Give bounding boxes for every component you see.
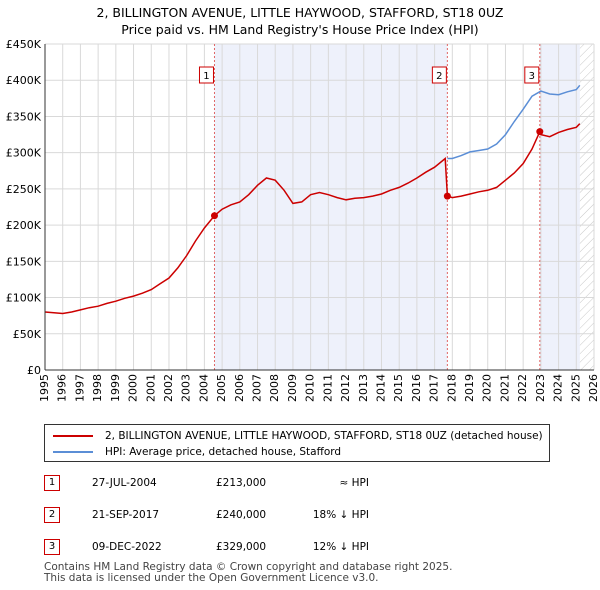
x-tick-label: 2011 bbox=[321, 374, 334, 402]
transaction-hpi: ≈ HPI bbox=[339, 477, 369, 489]
x-tick-label: 2014 bbox=[374, 374, 387, 402]
y-tick-label: £0 bbox=[27, 364, 41, 377]
legend: 2, BILLINGTON AVENUE, LITTLE HAYWOOD, ST… bbox=[44, 424, 550, 462]
y-tick-label: £400K bbox=[6, 74, 42, 87]
x-tick-label: 2008 bbox=[268, 374, 281, 402]
x-tick-label: 2026 bbox=[587, 374, 600, 402]
y-tick-label: £200K bbox=[6, 219, 42, 232]
x-tick-label: 2007 bbox=[251, 374, 264, 402]
x-tick-label: 2019 bbox=[463, 374, 476, 402]
transaction-point bbox=[210, 212, 218, 220]
x-tick-label: 2025 bbox=[569, 374, 582, 402]
x-tick-label: 1996 bbox=[56, 374, 69, 402]
y-tick-label: £350K bbox=[6, 110, 42, 123]
transaction-marker-box bbox=[431, 66, 447, 84]
x-tick-label: 2020 bbox=[481, 374, 494, 402]
shade-period-3 bbox=[539, 44, 580, 370]
transaction-date: 21-SEP-2017 bbox=[92, 509, 160, 521]
footer-line-2: This data is licensed under the Open Gov… bbox=[44, 572, 379, 584]
footer-line-1: Contains HM Land Registry data © Crown c… bbox=[44, 561, 453, 573]
x-tick-label: 2000 bbox=[127, 374, 140, 402]
x-tick-label: 2006 bbox=[233, 374, 246, 402]
x-tick-label: 2021 bbox=[498, 374, 511, 402]
x-tick-label: 2023 bbox=[534, 374, 547, 402]
x-tick-label: 2017 bbox=[428, 374, 441, 402]
transaction-row: 2 21-SEP-2017 £240,000 18% ↓ HPI bbox=[44, 507, 564, 524]
legend-item-hpi: HPI: Average price, detached house, Staf… bbox=[53, 444, 341, 460]
legend-label-property: 2, BILLINGTON AVENUE, LITTLE HAYWOOD, ST… bbox=[105, 430, 543, 442]
legend-item-property: 2, BILLINGTON AVENUE, LITTLE HAYWOOD, ST… bbox=[53, 428, 543, 444]
x-tick-label: 2024 bbox=[552, 374, 565, 402]
transaction-marker-box bbox=[198, 66, 214, 84]
transaction-marker-label: 2 bbox=[436, 71, 442, 82]
transaction-row: 1 27-JUL-2004 £213,000 ≈ HPI bbox=[44, 475, 564, 492]
shade-period-1 bbox=[214, 44, 448, 370]
footer-attribution: Contains HM Land Registry data © Crown c… bbox=[44, 562, 452, 584]
x-tick-label: 2003 bbox=[180, 374, 193, 402]
transaction-price: £213,000 bbox=[216, 477, 267, 489]
legend-swatch-hpi bbox=[53, 451, 93, 453]
transaction-marker-label: 1 bbox=[203, 71, 209, 82]
x-tick-label: 2016 bbox=[410, 374, 423, 402]
x-tick-label: 2012 bbox=[339, 374, 352, 402]
transaction-point bbox=[536, 128, 544, 136]
x-tick-label: 1999 bbox=[109, 374, 122, 402]
x-tick-label: 1997 bbox=[73, 374, 86, 402]
transaction-badge: 3 bbox=[44, 539, 60, 555]
chart-subtitle: Price paid vs. HM Land Registry's House … bbox=[121, 22, 479, 37]
x-tick-label: 2013 bbox=[357, 374, 370, 402]
series-line-property bbox=[44, 123, 581, 315]
y-tick-label: £300K bbox=[6, 147, 42, 160]
legend-swatch-property bbox=[53, 435, 93, 437]
x-tick-label: 2004 bbox=[197, 374, 210, 402]
transaction-badge: 2 bbox=[44, 507, 60, 523]
x-tick-label: 2018 bbox=[445, 374, 458, 402]
transaction-hpi: 12% ↓ HPI bbox=[312, 541, 369, 553]
transaction-price: £240,000 bbox=[216, 509, 267, 521]
legend-label-hpi: HPI: Average price, detached house, Staf… bbox=[105, 446, 342, 458]
series-line-hpi bbox=[447, 84, 581, 160]
transaction-point bbox=[443, 192, 451, 200]
transaction-price: £329,000 bbox=[216, 541, 267, 553]
y-tick-label: £250K bbox=[6, 183, 42, 196]
y-tick-label: £150K bbox=[6, 255, 42, 268]
y-tick-label: £100K bbox=[6, 292, 42, 305]
x-tick-label: 2010 bbox=[304, 374, 317, 402]
x-tick-label: 2005 bbox=[215, 374, 228, 402]
transaction-date: 09-DEC-2022 bbox=[92, 541, 162, 553]
y-tick-label: £50K bbox=[13, 328, 42, 341]
chart-title: 2, BILLINGTON AVENUE, LITTLE HAYWOOD, ST… bbox=[96, 5, 504, 20]
x-tick-label: 2009 bbox=[286, 374, 299, 402]
forecast-hatch bbox=[579, 44, 594, 370]
transaction-marker-box bbox=[524, 66, 540, 84]
chart-title-block: 2, BILLINGTON AVENUE, LITTLE HAYWOOD, ST… bbox=[0, 4, 600, 38]
transaction-badge: 1 bbox=[44, 475, 60, 491]
y-tick-label: £450K bbox=[6, 38, 42, 51]
transaction-row: 3 09-DEC-2022 £329,000 12% ↓ HPI bbox=[44, 539, 564, 556]
x-tick-label: 2022 bbox=[516, 374, 529, 402]
x-tick-label: 2001 bbox=[144, 374, 157, 402]
transaction-date: 27-JUL-2004 bbox=[92, 477, 157, 489]
x-tick-label: 1995 bbox=[38, 374, 51, 402]
x-tick-label: 2015 bbox=[392, 374, 405, 402]
transaction-hpi: 18% ↓ HPI bbox=[312, 509, 369, 521]
transaction-marker-label: 3 bbox=[529, 71, 535, 82]
x-tick-label: 2002 bbox=[162, 374, 175, 402]
price-chart: £0 £50K £100K £150K £200K £250K £300K £350K £400… bbox=[6, 38, 600, 402]
x-tick-label: 1998 bbox=[91, 374, 104, 402]
